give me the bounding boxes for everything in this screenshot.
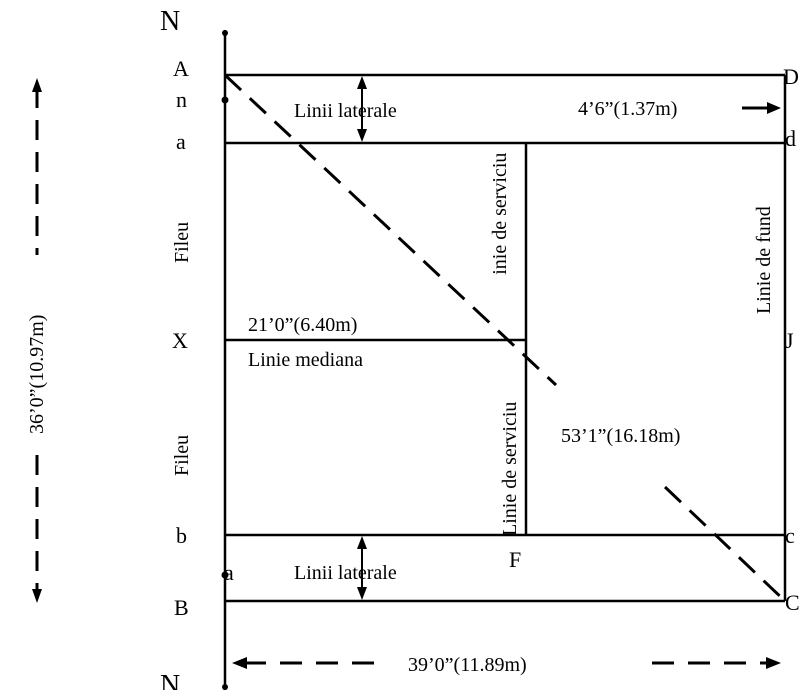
lateral-arrow-bottom (357, 536, 367, 600)
diagonal-label: 53’1”(16.18m) (561, 425, 680, 447)
label-J: J (785, 328, 794, 353)
lateral-label-top: Linii laterale (294, 100, 397, 122)
label-n: n (176, 87, 187, 112)
net-label-upper: Fileu (171, 222, 193, 263)
diagonal-lower (663, 485, 787, 603)
label-F: F (509, 547, 521, 572)
lateral-arrow-top (357, 76, 367, 142)
net-label-lower: Fileu (171, 435, 193, 476)
diagonal-upper (223, 73, 558, 387)
label-a-lower: a (224, 560, 234, 585)
label-d: d (785, 126, 796, 151)
lateral-width-arrow (742, 102, 781, 114)
service-line-label-lower: Linie de serviciu (499, 402, 521, 536)
label-A: A (173, 56, 189, 81)
net-post-top (222, 30, 228, 36)
width-dimension-arrow (32, 78, 42, 603)
length-dimension-label: 39’0”(11.89m) (408, 654, 527, 676)
label-north-top: N (160, 6, 180, 37)
length-dimension-arrow (232, 657, 781, 669)
center-dimension-label: 21’0”(6.40m) (248, 314, 357, 336)
center-line-label: Linie mediana (248, 349, 363, 371)
label-c: c (785, 523, 795, 548)
back-line-label: Linie de fund (753, 206, 775, 314)
lateral-width-label: 4’6”(1.37m) (578, 98, 677, 120)
net-post-bottom (222, 684, 228, 690)
label-C: C (785, 590, 800, 615)
service-line-label-upper: Linie de serviciu (489, 153, 511, 287)
lateral-label-bottom: Linii laterale (294, 562, 397, 584)
width-dimension-label: 36’0”(10.97m) (26, 315, 48, 434)
label-X: X (172, 328, 188, 353)
label-a-upper: a (176, 129, 186, 154)
net-post-lower (221, 571, 229, 579)
label-D: D (783, 64, 799, 89)
label-north-bottom: N (160, 670, 180, 690)
label-B: B (174, 595, 189, 620)
label-b: b (176, 523, 187, 548)
net-post-upper (221, 96, 229, 104)
